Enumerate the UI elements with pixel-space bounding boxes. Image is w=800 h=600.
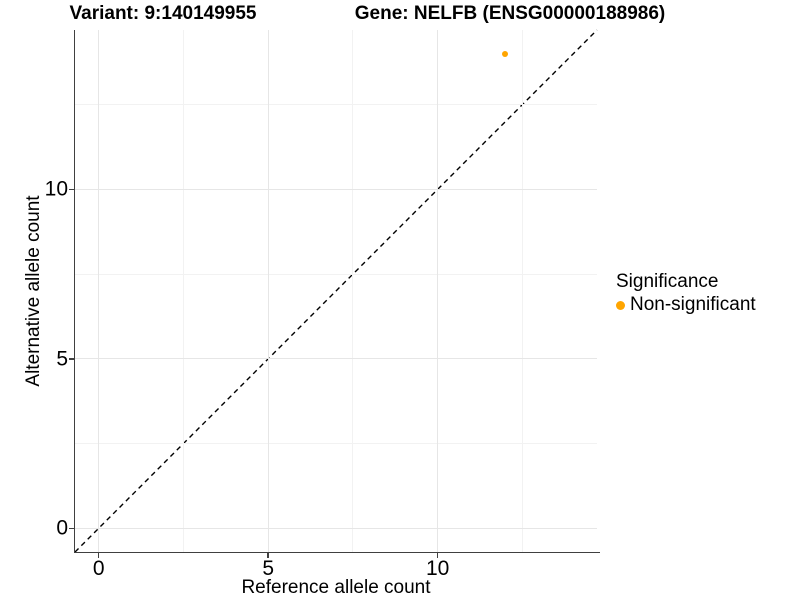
x-axis-line: [73, 551, 600, 554]
x-minor-gridline: [352, 30, 354, 552]
x-axis-title: Reference allele count: [241, 577, 431, 598]
data-point: [502, 50, 509, 57]
legend: Significance Non-significant: [616, 271, 756, 315]
y-tick-label: 0: [56, 516, 68, 540]
y-tick-mark: [69, 358, 74, 360]
plot-panel: [74, 29, 598, 553]
x-major-gridline: [267, 30, 269, 552]
variant-title: Variant: 9:140149955: [69, 3, 257, 24]
y-tick-mark: [69, 527, 74, 530]
legend-point-icon: [616, 300, 625, 310]
y-tick-label: 5: [56, 347, 68, 371]
x-minor-gridline: [521, 30, 523, 552]
x-minor-gridline: [182, 30, 184, 552]
y-tick-mark: [69, 188, 74, 191]
y-tick-label: 10: [44, 177, 68, 201]
y-major-gridline: [75, 188, 597, 190]
y-axis-line: [73, 30, 76, 553]
legend-item-label: Non-significant: [630, 294, 756, 315]
legend-item-non-significant: Non-significant: [616, 295, 756, 315]
y-minor-gridline: [75, 104, 597, 106]
x-tick-mark: [436, 553, 439, 558]
x-major-gridline: [98, 30, 100, 552]
gene-title: Gene: NELFB (ENSG00000188986): [354, 3, 666, 24]
y-major-gridline: [75, 358, 597, 360]
x-major-gridline: [437, 30, 439, 552]
x-tick-label: 0: [92, 557, 105, 580]
y-minor-gridline: [75, 273, 597, 275]
identity-reference-line: [74, 29, 598, 553]
y-minor-gridline: [75, 443, 597, 445]
legend-title: Significance: [616, 271, 719, 292]
x-tick-label: 5: [262, 557, 275, 580]
y-major-gridline: [75, 527, 597, 529]
x-tick-label: 10: [426, 557, 450, 580]
x-tick-mark: [267, 553, 269, 558]
x-tick-mark: [97, 553, 100, 558]
